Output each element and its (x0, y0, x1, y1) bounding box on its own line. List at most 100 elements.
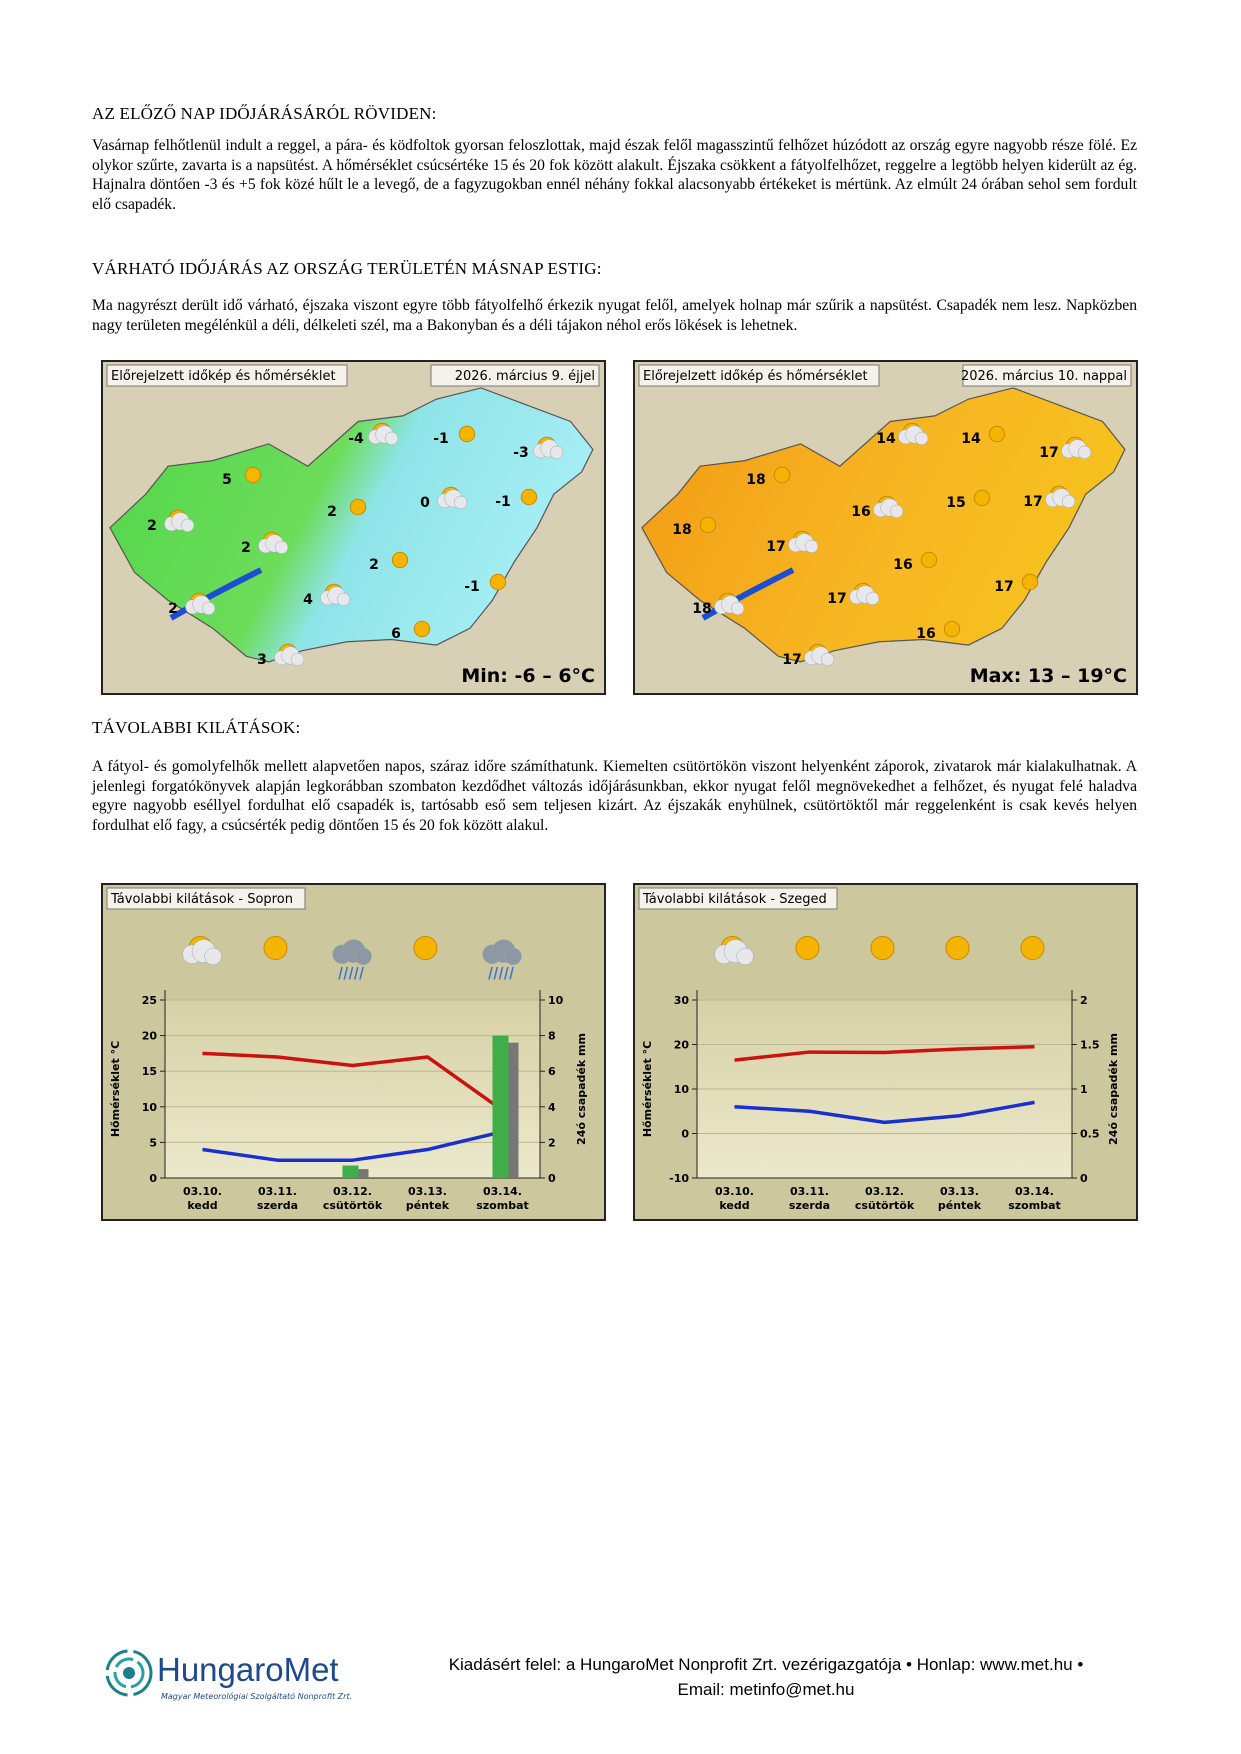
temperature-label: -3 (513, 445, 529, 461)
cloud-icon (354, 947, 372, 966)
y-tick-label: 25 (142, 994, 157, 1007)
temperature-label: 4 (303, 592, 313, 608)
y2-tick-label: 1.5 (1080, 1039, 1100, 1052)
precipitation-bar (342, 1165, 359, 1178)
x-tick-label: péntek (406, 1199, 450, 1212)
cloud-icon (804, 539, 819, 554)
x-tick-label: 03.14. (483, 1185, 522, 1198)
temperature-label: 2 (147, 518, 157, 534)
y-tick-label: 15 (142, 1065, 157, 1078)
y2-tick-label: 1 (1080, 1083, 1088, 1096)
sun-icon (773, 466, 791, 484)
cloud-icon (730, 601, 745, 616)
rain-icon (359, 966, 364, 980)
cloud-icon (820, 652, 835, 667)
logo-mark (113, 1657, 145, 1689)
y2-tick-label: 4 (548, 1101, 556, 1114)
range-label: Min: -6 – 6°C (461, 665, 595, 687)
rain-icon (343, 966, 349, 980)
x-tick-label: szerda (257, 1199, 298, 1212)
sun-icon (945, 935, 970, 961)
temperature-line (202, 1130, 503, 1162)
x-tick-label: 03.10. (715, 1185, 754, 1198)
cloud-icon (736, 947, 754, 966)
temperature-label: 14 (961, 431, 981, 447)
y-tick-label: 0 (149, 1172, 157, 1185)
sun-icon (413, 620, 431, 638)
sun-icon (520, 488, 538, 506)
x-tick-label: 03.11. (790, 1185, 829, 1198)
title-box (106, 887, 306, 910)
y-tick-label: 20 (142, 1030, 158, 1043)
temperature-label: 2 (168, 601, 178, 617)
cloud-icon (384, 431, 399, 446)
temperature-label: 18 (746, 472, 765, 488)
cloud-icon (1061, 494, 1076, 509)
country-shape (109, 387, 594, 663)
y-axis-label: Hőmérséklet °C (641, 1041, 654, 1137)
logo-mark (105, 1649, 153, 1697)
lake (169, 567, 263, 621)
temperature-label: 18 (672, 522, 691, 538)
plot-area (165, 1000, 540, 1178)
rain-icon (503, 966, 509, 980)
temperature-label: 17 (1023, 494, 1042, 510)
precipitation-bar (492, 1035, 509, 1178)
sun-icon (391, 551, 409, 569)
sun-icon (244, 466, 262, 484)
rain-icon (498, 966, 504, 980)
cloud-icon (865, 591, 880, 606)
temperature-label: 16 (893, 557, 912, 573)
map-title: Előrejelzett időkép és hőmérséklet (111, 369, 336, 384)
y2-tick-label: 0 (1080, 1172, 1088, 1185)
temperature-label: 6 (391, 626, 401, 642)
cloud-icon (274, 540, 289, 555)
cloud-icon (453, 495, 468, 510)
temperature-label: 17 (827, 591, 846, 607)
heading: TÁVOLABBI KILÁTÁSOK: (92, 718, 301, 737)
sun-icon (413, 935, 438, 961)
map-date: 2026. március 9. éjjel (455, 369, 595, 384)
logo-mark (123, 1667, 135, 1679)
temperature-line (734, 1100, 1035, 1125)
cloud-icon (549, 445, 564, 460)
x-tick-label: péntek (938, 1199, 982, 1212)
map-title: Előrejelzett időkép és hőmérséklet (643, 369, 868, 384)
x-tick-label: 03.13. (940, 1185, 979, 1198)
cloud-icon (504, 947, 522, 966)
cloud-icon (180, 518, 195, 533)
y2-tick-label: 10 (548, 994, 564, 1007)
sun-icon (988, 425, 1006, 443)
temperature-label: 2 (327, 504, 337, 520)
rain-icon (509, 966, 514, 980)
temperature-label: 0 (420, 495, 430, 511)
x-tick-label: szerda (789, 1199, 830, 1212)
y-tick-label: 5 (149, 1136, 157, 1149)
y-tick-label: 20 (674, 1039, 690, 1052)
x-tick-label: 03.12. (333, 1185, 372, 1198)
y-tick-label: 10 (142, 1101, 158, 1114)
temperature-label: -1 (433, 431, 449, 447)
forecast-map: Előrejelzett időkép és hőmérséklet 2026. … (101, 360, 606, 695)
x-tick-label: szombat (476, 1199, 529, 1212)
title-box (106, 364, 348, 387)
chart-title: Távolabbi kilátások - Szeged (642, 892, 827, 907)
temperature-label: 2 (369, 557, 379, 573)
y2-tick-label: 2 (1080, 994, 1088, 1007)
temperature-label: 17 (1039, 445, 1058, 461)
cloud-icon (290, 652, 305, 667)
logo: HungaroMet Magyar Meteorológiai Szolgált… (105, 1649, 352, 1701)
x-tick-label: 03.13. (408, 1185, 447, 1198)
outlook-chart: Távolabbi kilátások - Szeged -10 0 10 20 30 0 0… (633, 883, 1138, 1221)
temperature-label: 15 (946, 495, 965, 511)
temperature-label: -1 (495, 494, 511, 510)
heading: VÁRHATÓ IDŐJÁRÁS AZ ORSZÁG TERÜLETÉN MÁS… (92, 259, 602, 278)
forecast-map: Előrejelzett időkép és hőmérséklet 2026. … (633, 360, 1138, 695)
sun-icon (489, 573, 507, 591)
cloud-icon (204, 947, 222, 966)
y2-tick-label: 0 (548, 1172, 556, 1185)
x-tick-label: 03.14. (1015, 1185, 1054, 1198)
footer-text: Email: metinfo@met.hu (677, 1680, 855, 1699)
sun-icon (1020, 935, 1045, 961)
